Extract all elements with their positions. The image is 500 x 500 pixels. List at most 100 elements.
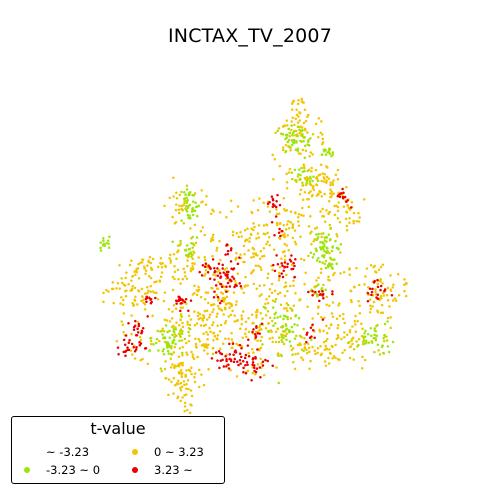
map-point (238, 282, 241, 285)
map-point (376, 297, 380, 301)
map-point (190, 350, 193, 354)
map-point (133, 286, 137, 290)
map-point (379, 280, 382, 283)
map-point (286, 315, 289, 319)
map-point (322, 176, 326, 179)
map-point (265, 242, 268, 246)
map-point (226, 281, 230, 285)
map-point (312, 239, 315, 243)
map-point (179, 313, 183, 316)
map-point (266, 231, 269, 235)
map-point (198, 312, 202, 316)
map-point (371, 305, 374, 308)
map-point (284, 334, 287, 338)
map-point (330, 194, 333, 198)
map-point (242, 244, 246, 248)
map-point (179, 309, 182, 313)
map-point (194, 205, 198, 209)
map-point (225, 270, 229, 274)
map-point (358, 311, 362, 315)
map-point (290, 263, 294, 267)
map-point (325, 331, 329, 335)
map-point (328, 304, 331, 307)
map-point (122, 283, 126, 287)
map-point (217, 262, 221, 265)
map-point (202, 316, 206, 320)
map-point (194, 201, 197, 204)
map-point (329, 352, 332, 355)
map-point (310, 166, 313, 170)
map-point (290, 139, 294, 142)
map-point (160, 329, 163, 333)
map-point (333, 213, 337, 217)
map-point (306, 198, 309, 201)
map-point (266, 309, 270, 313)
map-point (354, 314, 357, 318)
map-point (253, 333, 257, 336)
map-point (211, 233, 215, 237)
map-point (135, 345, 138, 349)
map-point (163, 264, 167, 267)
map-point (318, 260, 321, 264)
map-point (273, 269, 277, 273)
map-point (137, 262, 140, 266)
map-point (328, 223, 332, 227)
map-point (244, 364, 247, 367)
map-point (320, 267, 323, 271)
map-point (315, 249, 318, 253)
map-point (296, 147, 300, 151)
map-point (219, 258, 222, 262)
map-point (185, 341, 188, 345)
map-point (255, 237, 258, 240)
map-point (379, 265, 383, 269)
map-point (361, 355, 364, 359)
map-point (180, 219, 183, 222)
map-point (186, 264, 189, 268)
map-point (236, 319, 240, 322)
map-point (128, 263, 132, 267)
map-point (348, 267, 351, 270)
map-point (185, 254, 188, 257)
map-point (277, 381, 281, 385)
map-point (209, 212, 213, 216)
map-point (244, 327, 248, 331)
map-point (372, 281, 376, 284)
map-point (265, 223, 269, 227)
map-point (175, 302, 178, 305)
map-point (206, 333, 210, 336)
legend-item-strong-positive: 3.23 ~ (132, 462, 193, 478)
map-point (147, 275, 151, 278)
map-point (137, 322, 141, 326)
map-point (329, 181, 332, 184)
map-point (328, 192, 332, 195)
map-point (381, 311, 385, 314)
map-point (230, 331, 233, 335)
map-point (286, 262, 289, 266)
map-point (198, 340, 202, 343)
map-point (254, 373, 257, 376)
map-point (327, 356, 330, 360)
map-point (206, 338, 209, 341)
map-point (331, 153, 334, 156)
map-point (242, 291, 246, 294)
map-point (278, 222, 282, 225)
map-point (324, 288, 327, 292)
map-point (251, 361, 255, 364)
map-point (386, 320, 389, 323)
map-point (277, 340, 281, 344)
map-point (247, 317, 250, 320)
map-point (276, 193, 279, 197)
map-point (280, 257, 283, 260)
map-point (306, 305, 309, 309)
map-point (160, 271, 164, 274)
map-point (233, 320, 237, 323)
map-point (280, 333, 283, 336)
map-point (318, 189, 321, 193)
map-point (329, 238, 332, 241)
map-point (188, 334, 191, 337)
map-point (205, 195, 208, 198)
map-point (236, 272, 240, 275)
map-point (308, 176, 312, 179)
map-point (371, 287, 374, 291)
map-point (250, 313, 254, 316)
